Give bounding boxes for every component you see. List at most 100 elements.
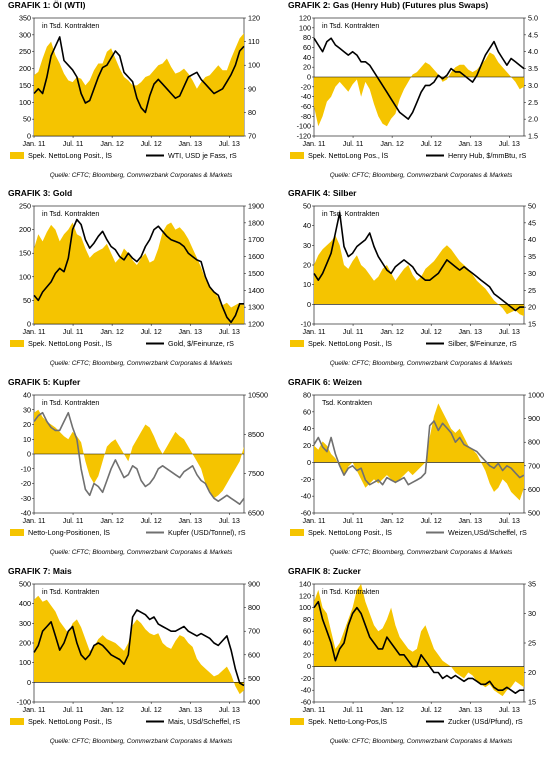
x-tick-label: Jan. 11 bbox=[22, 516, 45, 525]
x-tick-label: Jul. 11 bbox=[343, 705, 364, 714]
x-tick-label: Jan. 13 bbox=[458, 327, 482, 336]
x-tick-label: Jan. 13 bbox=[178, 327, 202, 336]
chart-panel-gold: GRAFIK 3: Gold 250 200 150 100 50 0 1900 1800 17… bbox=[6, 188, 276, 374]
y-tick-label-right: 25 bbox=[528, 639, 536, 648]
y-tick-label-right: 15 bbox=[528, 698, 536, 707]
y-tick-label-right: 4.0 bbox=[528, 47, 538, 56]
y-tick-label-left: 0 bbox=[307, 662, 311, 671]
y-tick-label-right: 40 bbox=[528, 235, 536, 244]
x-tick-label: Jan. 12 bbox=[100, 516, 124, 525]
chart-title: GRAFIK 5: Kupfer bbox=[8, 377, 81, 387]
y-tick-label-right: 400 bbox=[248, 698, 260, 707]
y-tick-label-right: 600 bbox=[528, 485, 540, 494]
y-tick-label-right: 30 bbox=[528, 609, 536, 618]
chart-source: Quelle: CFTC; Bloomberg, Commerzbank Cor… bbox=[49, 360, 233, 367]
legend-label-area: Spek. Netto-Long-Pos,lS bbox=[308, 717, 387, 726]
y-tick-label-left: 0 bbox=[307, 300, 311, 309]
y-tick-label-left: 60 bbox=[303, 43, 311, 52]
chart-title: GRAFIK 6: Weizen bbox=[288, 377, 363, 387]
x-tick-label: Jan. 11 bbox=[22, 139, 45, 148]
legend-swatch-area bbox=[10, 529, 24, 536]
plot-frame bbox=[313, 394, 525, 514]
y-tick-label-left: -20 bbox=[301, 475, 311, 484]
legend-label-line: WTI, USD je Fass, rS bbox=[168, 151, 237, 160]
inner-label: in Tsd. Kontrakten bbox=[322, 587, 379, 596]
y-tick-label-right: 1000 bbox=[528, 391, 544, 400]
chart-panel-silber: GRAFIK 4: Silber 50 40 30 20 10 0 -10 50 45 40 35 3… bbox=[286, 188, 556, 374]
y-tick-label-left: -10 bbox=[21, 464, 31, 473]
y-tick-label-right: 700 bbox=[248, 627, 260, 636]
x-tick-label: Jan. 11 bbox=[22, 327, 45, 336]
y-tick-label-left: -40 bbox=[301, 492, 311, 501]
y-tick-label-right: 35 bbox=[528, 580, 536, 589]
x-tick-label: Jul. 11 bbox=[343, 139, 364, 148]
chart-svg: 250 200 150 100 50 0 1900 1800 1700 1600 1500 1400 1… bbox=[10, 202, 264, 348]
x-tick-label: Jan. 13 bbox=[458, 516, 482, 525]
area-series bbox=[34, 595, 244, 695]
x-tick-label: Jan. 11 bbox=[22, 705, 45, 714]
y-tick-label-left: -20 bbox=[21, 479, 31, 488]
x-tick-label: Jul. 11 bbox=[63, 705, 84, 714]
legend-swatch-area bbox=[290, 529, 304, 536]
y-tick-label-right: 80 bbox=[248, 108, 256, 117]
area-series bbox=[34, 222, 244, 324]
y-tick-label-right: 10500 bbox=[248, 391, 268, 400]
y-tick-label-right: 8500 bbox=[248, 430, 264, 439]
line-series bbox=[33, 609, 245, 687]
inner-label: Tsd. Kontrakten bbox=[322, 398, 372, 407]
y-tick-label-right: 45 bbox=[528, 218, 536, 227]
y-tick-label-left: 250 bbox=[19, 202, 31, 211]
y-tick-label-right: 1600 bbox=[248, 252, 264, 261]
line-series bbox=[33, 411, 245, 505]
chart-source: Quelle: CFTC; Bloomberg, Commerzbank Cor… bbox=[329, 360, 513, 367]
y-tick-label-right: 15 bbox=[528, 320, 536, 329]
y-tick-label-left: 60 bbox=[303, 407, 311, 416]
chart-title: GRAFIK 8: Zucker bbox=[288, 566, 361, 576]
x-tick-label: Jan. 13 bbox=[458, 705, 482, 714]
y-tick-label-left: 50 bbox=[23, 115, 31, 124]
y-tick-label-left: 0 bbox=[27, 450, 31, 459]
inner-label: in Tsd. Kontrakten bbox=[42, 209, 99, 218]
y-tick-label-right: 20 bbox=[528, 303, 536, 312]
x-tick-label: Jan. 11 bbox=[302, 327, 325, 336]
x-tick-label: Jan. 12 bbox=[380, 516, 404, 525]
chart-source: Quelle: CFTC; Bloomberg, Commerzbank Cor… bbox=[329, 549, 513, 556]
y-tick-label-left: -60 bbox=[301, 698, 311, 707]
legend-label-area: Spek. NettoLong Posit., lS bbox=[28, 151, 112, 160]
y-tick-label-left: 20 bbox=[303, 63, 311, 72]
y-tick-label-right: 500 bbox=[528, 509, 540, 518]
inner-label: in Tsd. Kontrakten bbox=[42, 587, 99, 596]
y-tick-label-left: 0 bbox=[307, 458, 311, 467]
y-tick-label-right: 110 bbox=[248, 37, 259, 46]
y-tick-label-right: 3.0 bbox=[528, 81, 538, 90]
y-tick-label-left: 40 bbox=[303, 424, 311, 433]
chart-source: Quelle: CFTC; Bloomberg, Commerzbank Cor… bbox=[329, 172, 513, 179]
legend-label-line: Mais, USd/Scheffel, rS bbox=[168, 717, 240, 726]
x-tick-label: Jul. 11 bbox=[343, 516, 364, 525]
y-tick-label-left: 80 bbox=[303, 391, 311, 400]
legend-swatch-area bbox=[10, 340, 24, 347]
y-tick-label-left: 50 bbox=[303, 202, 311, 211]
area-series bbox=[314, 403, 524, 501]
x-tick-label: Jul. 11 bbox=[63, 327, 84, 336]
y-tick-label-right: 800 bbox=[528, 438, 540, 447]
y-tick-label-right: 70 bbox=[248, 132, 256, 141]
y-tick-label-left: 300 bbox=[19, 30, 31, 39]
y-tick-label-left: 400 bbox=[19, 599, 31, 608]
x-tick-label: Jul. 11 bbox=[343, 327, 364, 336]
area-series bbox=[314, 52, 524, 127]
chart-svg: 40 30 20 10 0 -10 -20 -30 -40 10500 8500 7500 6500 Ja… bbox=[10, 391, 268, 537]
chart-svg: 80 60 40 20 0 -20 -40 -60 1000 900 800 700 600 500 Jan… bbox=[290, 391, 544, 537]
y-tick-label-right: 6500 bbox=[248, 509, 264, 518]
y-tick-label-left: 200 bbox=[19, 225, 31, 234]
x-tick-label: Jul. 11 bbox=[63, 516, 84, 525]
chart-svg: 350 300 250 200 150 100 50 0 120 110 100 90 80 70 Jan.… bbox=[10, 14, 260, 160]
x-tick-label: Jul. 12 bbox=[141, 516, 162, 525]
x-tick-label: Jul. 13 bbox=[219, 139, 240, 148]
y-tick-label-left: 80 bbox=[303, 33, 311, 42]
y-tick-label-right: 700 bbox=[528, 461, 540, 470]
y-tick-label-left: 300 bbox=[19, 619, 31, 628]
y-tick-label-left: 30 bbox=[303, 241, 311, 250]
y-tick-label-left: -60 bbox=[301, 102, 311, 111]
y-tick-label-left: 30 bbox=[23, 405, 31, 414]
